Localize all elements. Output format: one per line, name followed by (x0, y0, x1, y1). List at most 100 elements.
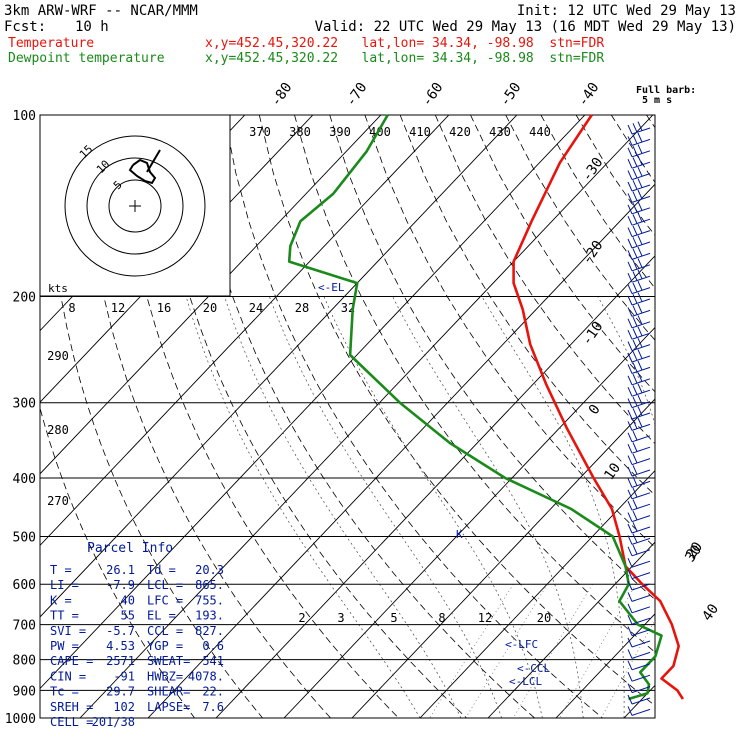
mixing-ratio-label: 2 (298, 611, 305, 625)
pressure-label: 300 (13, 397, 36, 412)
forecast-hour: 10 h (75, 19, 109, 35)
wind-barb-flag (638, 361, 642, 370)
wind-barb-flag (633, 420, 637, 429)
wind-barb-flag (638, 384, 642, 393)
wind-barb-flag (638, 236, 642, 245)
parcel-marker: K (456, 528, 463, 541)
hodograph-kts-label: kts (48, 282, 68, 295)
wind-barb-flag (628, 467, 632, 476)
wind-barb-flag (638, 201, 642, 210)
parcel-info-value: 29.7 (106, 685, 135, 699)
parcel-info-key: LCL = (147, 578, 183, 592)
wind-barb-flag (628, 342, 632, 351)
wind-barb-flag (633, 534, 637, 543)
dry-adiabat (365, 115, 740, 718)
wind-barb (632, 447, 650, 453)
wind-barb-flag (633, 180, 637, 189)
isotherm-label: 40 (699, 601, 722, 624)
parcel-info-key: YGP = (147, 639, 183, 653)
wind-barb (632, 538, 650, 544)
mixing-ratio-label: 20 (537, 611, 551, 625)
pressure-label: 200 (13, 291, 36, 306)
pressure-label: 700 (13, 619, 36, 634)
wind-barb-flag (633, 500, 637, 509)
mixing-ratio-line (656, 584, 727, 718)
parcel-info-value: 102 (113, 700, 135, 714)
isotherm-line (488, 115, 740, 718)
wind-barb-flag (628, 478, 632, 487)
parcel-info-value: 4.53 (106, 639, 135, 653)
theta-label: 390 (329, 125, 351, 139)
parcel-info-key: LAPSE= (147, 700, 190, 714)
theta-label: 440 (529, 125, 551, 139)
pressure-label: 900 (13, 684, 36, 699)
wind-barb-flag (628, 513, 632, 522)
parcel-info-value: 827. (195, 624, 224, 638)
mixing-ratio-label: 8 (68, 301, 75, 315)
mixing-ratio-line (601, 584, 675, 718)
wind-barb-flag (628, 638, 632, 647)
theta-label: 280 (47, 423, 69, 437)
dry-adiabat (647, 115, 740, 718)
wind-barb-flag (633, 283, 637, 292)
theta-label: 290 (47, 349, 69, 363)
dry-adiabat (506, 115, 740, 718)
isotherm-line (148, 115, 721, 718)
wind-barb-flag (633, 123, 637, 132)
parcel-info-value: 2571 (106, 654, 135, 668)
wind-barb (632, 516, 650, 522)
parcel-info-value: 865. (195, 578, 224, 592)
wind-barb-flag (638, 258, 642, 267)
parcel-info-title: Parcel Info (87, 541, 173, 556)
wind-barb-flag (633, 408, 637, 417)
mixing-ratio-label: 16 (157, 301, 171, 315)
mixing-ratio-label: 8 (438, 611, 445, 625)
moist-adiabat (225, 297, 461, 719)
level-marker-label: <-LCL (509, 675, 542, 688)
init-time: Init: 12 UTC Wed 29 May 13 (517, 3, 736, 19)
wind-barb (632, 470, 650, 476)
wind-barb-flag (638, 293, 642, 302)
parcel-info-value: 193. (195, 609, 224, 623)
dry-adiabat (435, 115, 740, 718)
wind-barb-flag (633, 146, 637, 155)
dewpoint-location: x,y=452.45,320.22 lat,lon= 34.34, -98.98… (205, 51, 604, 66)
wind-barb-flag (633, 545, 637, 554)
wind-barb-flag (633, 169, 637, 178)
wind-barb-flag (628, 547, 632, 556)
dry-adiabat (717, 115, 740, 718)
wind-barb-flag (628, 421, 632, 430)
moist-adiabat (706, 297, 740, 719)
wind-barb-flag (628, 125, 632, 134)
wind-barb-flag (633, 306, 637, 315)
wind-barb-flag (633, 397, 637, 406)
theta-label: 410 (409, 125, 431, 139)
wind-barb-flag (628, 456, 632, 465)
dry-adiabat (471, 115, 740, 718)
isotherm-label: 10 (601, 460, 624, 483)
parcel-info-key: T = (50, 563, 72, 577)
wind-barb-flag (638, 327, 642, 336)
theta-label: 370 (249, 125, 271, 139)
wind-barb-flag (638, 350, 642, 359)
wind-barb-flag (633, 351, 637, 360)
level-marker-label: <-EL (318, 281, 345, 294)
wind-barb-flag (628, 319, 632, 328)
wind-barb-flag (628, 410, 632, 419)
wind-barb (632, 595, 650, 601)
wind-barb-flag (638, 133, 642, 142)
temperature-legend-label: Temperature (8, 36, 94, 51)
parcel-info-value: 26.1 (106, 563, 135, 577)
isotherm-label: -10 (579, 319, 607, 349)
parcel-info-key: Tc = (50, 685, 79, 699)
wind-barb (632, 459, 650, 465)
wind-barb-flag (638, 338, 642, 347)
wind-barb-flag (633, 135, 637, 144)
parcel-info-value: -91 (113, 669, 135, 683)
wind-barb (632, 436, 650, 442)
parcel-info-key: PW = (50, 639, 79, 653)
dry-adiabat (224, 115, 602, 718)
dry-adiabat (682, 115, 740, 718)
